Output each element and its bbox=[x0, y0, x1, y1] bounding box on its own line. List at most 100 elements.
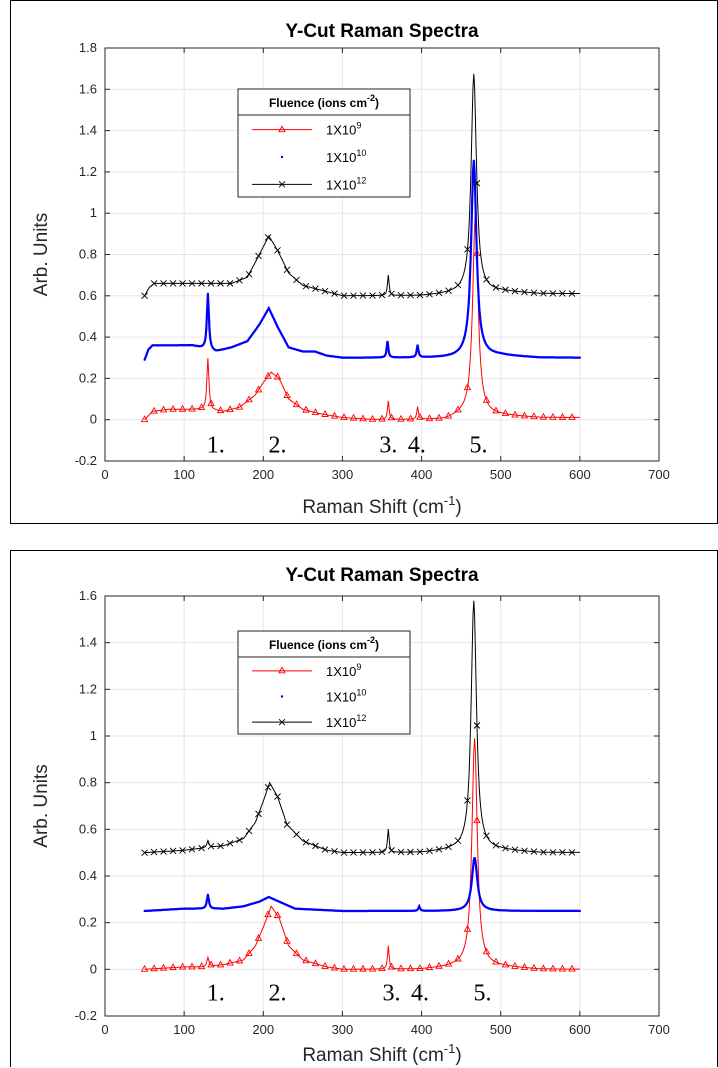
x-tick-label: 400 bbox=[411, 1022, 433, 1037]
series-point bbox=[568, 964, 576, 972]
series-point bbox=[566, 909, 569, 912]
series-point bbox=[379, 909, 382, 912]
series-point bbox=[335, 909, 338, 912]
series-point bbox=[556, 356, 559, 359]
series-point bbox=[480, 901, 483, 904]
series-point bbox=[435, 961, 443, 969]
series-point bbox=[283, 391, 291, 398]
axes-box bbox=[104, 47, 660, 462]
series-point bbox=[255, 326, 259, 329]
series-point bbox=[388, 847, 395, 854]
series-point bbox=[160, 848, 167, 855]
series-point bbox=[529, 909, 532, 912]
series-point bbox=[312, 350, 315, 353]
series-point bbox=[304, 908, 308, 911]
series-point bbox=[387, 962, 396, 970]
y-tick-label: 1.6 bbox=[79, 588, 97, 603]
series-point bbox=[509, 909, 512, 912]
series-point bbox=[257, 324, 260, 327]
series-point bbox=[433, 355, 436, 358]
series-point bbox=[434, 355, 437, 358]
series-point bbox=[312, 908, 315, 911]
series-point bbox=[325, 354, 328, 357]
series-point bbox=[406, 414, 415, 422]
series-point bbox=[555, 909, 558, 912]
legend-label: 1X1012 bbox=[326, 175, 366, 192]
series-point bbox=[178, 962, 187, 970]
series-point bbox=[473, 816, 481, 824]
series-point bbox=[358, 356, 361, 359]
y-tick-label: 0.6 bbox=[79, 288, 97, 303]
series-point bbox=[406, 356, 409, 359]
series-point bbox=[377, 909, 380, 912]
series-point bbox=[521, 354, 524, 358]
series-point bbox=[274, 793, 281, 800]
series-point bbox=[202, 906, 205, 909]
series-point bbox=[572, 356, 575, 359]
series-point bbox=[330, 909, 333, 912]
series-point bbox=[210, 342, 213, 345]
series-point bbox=[566, 356, 569, 359]
series-point bbox=[226, 840, 234, 847]
series-point bbox=[321, 410, 329, 417]
series-point bbox=[528, 909, 531, 912]
series-point bbox=[197, 403, 206, 411]
series-point bbox=[331, 355, 334, 358]
series-point bbox=[482, 903, 485, 906]
legend-marker bbox=[278, 181, 286, 188]
series-point bbox=[374, 356, 377, 359]
series-point bbox=[175, 908, 178, 911]
series-point bbox=[388, 354, 391, 357]
peak-label: 4. bbox=[408, 432, 426, 458]
series-point bbox=[263, 313, 266, 317]
series-point bbox=[520, 963, 529, 970]
series-point bbox=[346, 909, 349, 913]
series-3 bbox=[141, 600, 580, 856]
series-point bbox=[442, 909, 445, 912]
series-point bbox=[417, 907, 420, 910]
series-point bbox=[526, 909, 529, 912]
series-point bbox=[216, 406, 225, 414]
series-point bbox=[369, 909, 372, 912]
series-point bbox=[254, 934, 263, 941]
series-point bbox=[534, 909, 537, 912]
series-point bbox=[454, 837, 462, 845]
series-point bbox=[511, 410, 519, 418]
series-point bbox=[179, 907, 183, 910]
series-point bbox=[539, 964, 548, 972]
series-point bbox=[517, 354, 520, 357]
series-point bbox=[359, 292, 367, 299]
series-point bbox=[396, 909, 399, 912]
series-point bbox=[264, 371, 272, 379]
series-point bbox=[179, 847, 186, 854]
series-point bbox=[292, 400, 301, 408]
x-tick-label: 300 bbox=[332, 1022, 354, 1037]
series-point bbox=[354, 356, 357, 359]
series-point bbox=[197, 907, 200, 910]
series-point bbox=[156, 344, 159, 347]
peak-label: 3. bbox=[379, 432, 397, 458]
series-point bbox=[183, 344, 186, 347]
series-point bbox=[203, 905, 206, 908]
series-point bbox=[214, 907, 217, 910]
series-point bbox=[558, 412, 567, 420]
series-point bbox=[283, 821, 291, 828]
series-point bbox=[314, 908, 317, 911]
series-point bbox=[151, 344, 154, 347]
series-point bbox=[521, 847, 528, 855]
series-point bbox=[169, 963, 177, 971]
series-point bbox=[507, 909, 510, 912]
legend-label: 1X1010 bbox=[326, 148, 366, 165]
series-point bbox=[570, 356, 574, 359]
series-point bbox=[463, 924, 472, 932]
series-point bbox=[264, 783, 272, 791]
series-point bbox=[482, 947, 491, 955]
series-point bbox=[208, 902, 211, 905]
series-point bbox=[302, 282, 310, 290]
series-point bbox=[549, 290, 557, 297]
series-point bbox=[437, 355, 441, 358]
series-point bbox=[339, 909, 342, 912]
series-point bbox=[292, 949, 301, 957]
series-point bbox=[323, 909, 327, 912]
series-point bbox=[330, 355, 333, 358]
